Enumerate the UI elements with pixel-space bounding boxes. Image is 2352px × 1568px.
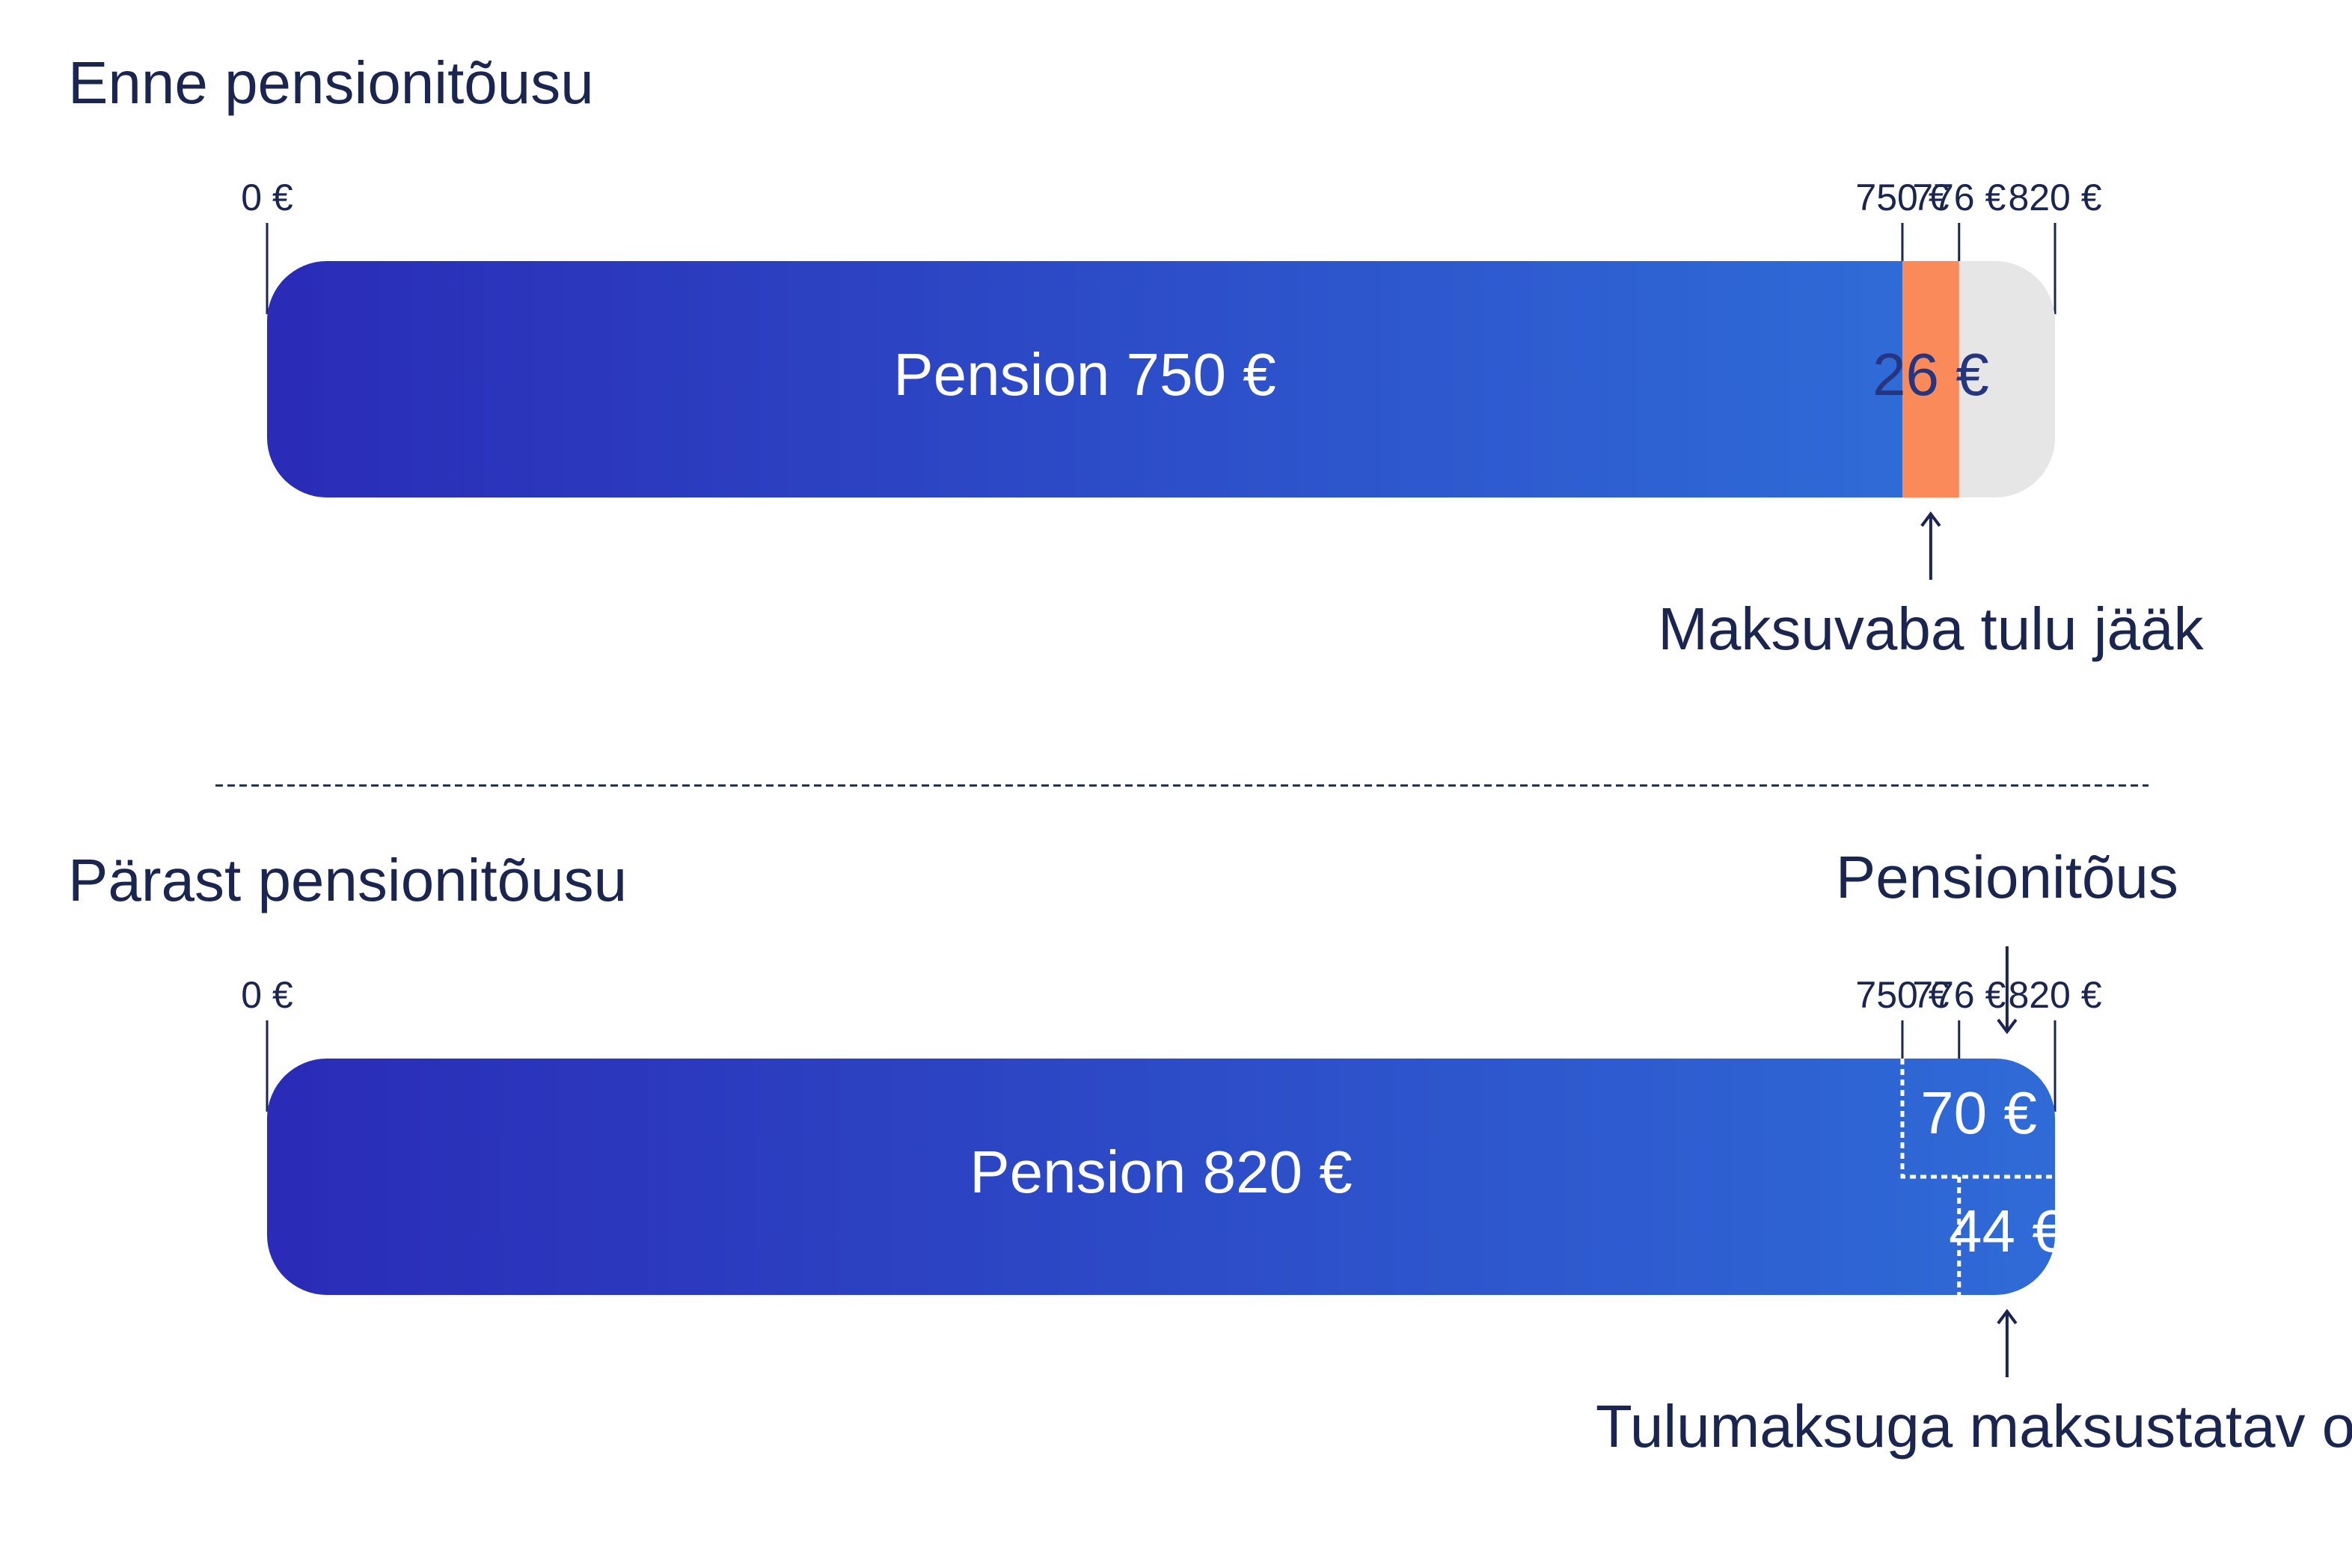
- overlay-label: 44 €: [1949, 1198, 2065, 1264]
- arrow-head: [1997, 1308, 2018, 1325]
- segment-label: Pension 820 €: [970, 1139, 1353, 1205]
- bar: [267, 261, 2055, 497]
- annotation: Maksuvaba tulu jääk: [1658, 595, 2204, 662]
- x-tick-label: 820 €: [2008, 974, 2101, 1016]
- x-tick-label: 750 €: [1855, 177, 1949, 218]
- bar-segment: [267, 1059, 2055, 1295]
- bar: [267, 1059, 2055, 1295]
- arrow-head: [1920, 511, 1941, 527]
- chart-title: Pärast pensionitõusu: [68, 847, 627, 913]
- annotation: Tulumaksuga maksustatav osa: [1596, 1393, 2352, 1460]
- segment-label: Pension 750 €: [893, 341, 1276, 408]
- x-tick-label: 0 €: [241, 974, 293, 1016]
- x-tick-label: 776 €: [1912, 177, 2006, 218]
- x-tick-label: 820 €: [2008, 177, 2101, 218]
- annotation: Pensionitõus: [1836, 844, 2178, 910]
- bar-segment: [1902, 261, 1959, 497]
- x-tick-label: 0 €: [241, 177, 293, 218]
- overlay-border: [1900, 1059, 2055, 1179]
- overlay-label: 70 €: [1920, 1079, 2037, 1146]
- chart-title: Enne pensionitõusu: [68, 49, 594, 116]
- segment-label: 26 €: [1872, 341, 1989, 408]
- x-tick-label: 776 €: [1912, 974, 2006, 1016]
- bar-segment: [267, 261, 1902, 497]
- x-tick-label: 750 €: [1855, 974, 1949, 1016]
- arrow-head: [1997, 1018, 2018, 1035]
